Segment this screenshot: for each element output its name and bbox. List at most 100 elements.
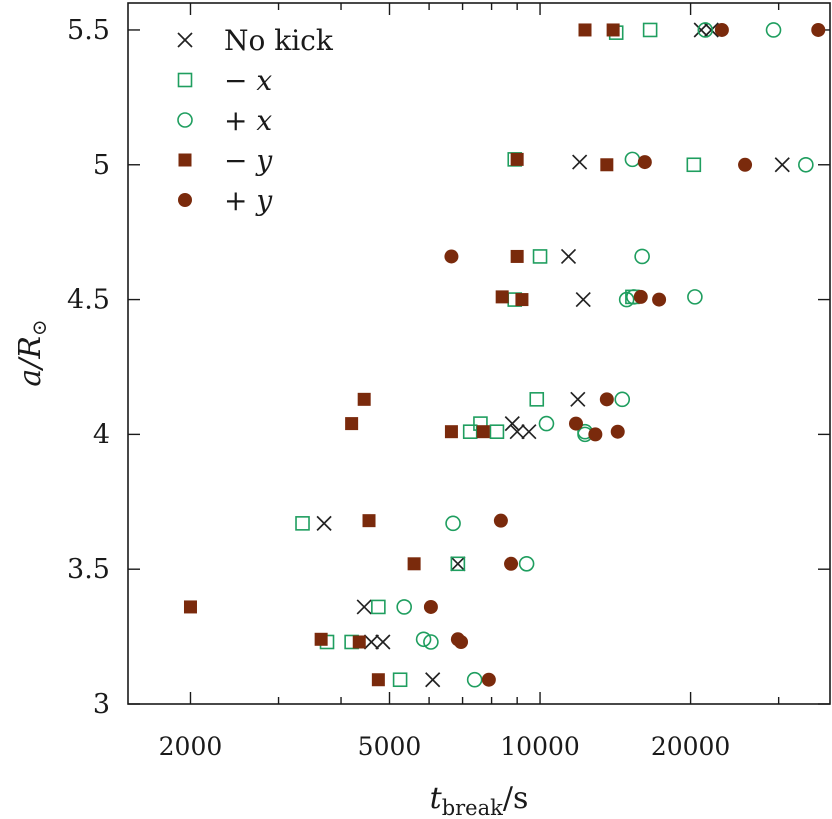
y-tick-label: 4: [93, 419, 110, 450]
data-point: [509, 424, 525, 440]
data-point: [798, 156, 814, 173]
data-point: [575, 291, 591, 308]
data-point: [423, 599, 438, 614]
data-point: [532, 249, 548, 264]
x-axis-label-rest: /s: [503, 781, 529, 816]
data-point: [371, 673, 385, 687]
data-point: [811, 22, 826, 37]
axis-tick-labels: 2000 5000 10000 20000 3 3.5 4 4.5 5 5.5: [67, 15, 730, 761]
legend-label: No kick: [224, 24, 334, 57]
data-point: [765, 22, 782, 38]
series-circle-filled: [423, 22, 826, 687]
data-point: [568, 416, 583, 431]
data-point: [316, 515, 332, 531]
legend-entry: + y: [178, 184, 273, 217]
data-point: [450, 556, 466, 572]
data-point: [538, 415, 555, 432]
legend-marker: [177, 112, 193, 128]
data-point: [445, 515, 461, 532]
data-point: [515, 293, 529, 307]
data-point: [610, 424, 625, 439]
data-point: [495, 290, 509, 304]
data-point: [529, 392, 545, 407]
data-point: [606, 23, 620, 37]
x-tick-label: 20000: [651, 732, 731, 761]
y-axis-label-sub: ⊙: [27, 319, 51, 336]
y-tick-label: 4.5: [67, 285, 110, 316]
data-point: [363, 634, 379, 650]
data-point: [588, 427, 603, 442]
data-point: [510, 152, 524, 166]
data-point: [295, 516, 310, 531]
data-point: [493, 513, 508, 528]
data-point: [652, 292, 667, 307]
legend-marker: [178, 193, 192, 207]
data-point: [357, 392, 371, 406]
data-point: [425, 672, 441, 688]
data-point: [624, 151, 641, 168]
data-point: [476, 425, 490, 439]
series-circle-open: [396, 22, 814, 688]
series-square-filled: [183, 23, 620, 687]
x-tick-label: 5000: [358, 732, 422, 761]
data-point: [462, 424, 478, 439]
data-point: [356, 599, 372, 615]
data-point: [637, 155, 652, 170]
data-point: [633, 289, 648, 304]
data-point: [415, 631, 432, 648]
x-tick-label: 2000: [159, 732, 223, 761]
data-point: [444, 249, 459, 264]
legend-entry: − y: [178, 144, 273, 177]
legend-marker: [177, 72, 193, 88]
data-point: [618, 291, 635, 308]
y-tick-label: 5.5: [67, 15, 110, 46]
x-tick-label: 10000: [500, 732, 580, 761]
data-point: [423, 634, 439, 650]
x-axis-label: tbreak/s: [430, 781, 529, 819]
y-tick-label: 3: [93, 689, 110, 720]
series-cross: [316, 22, 790, 688]
data-point: [521, 424, 537, 440]
legend-marker: [178, 153, 192, 167]
data-point: [345, 417, 359, 431]
x-axis-label-sub: break: [442, 796, 503, 819]
data-point: [578, 23, 592, 37]
data-point: [697, 22, 714, 38]
data-point: [504, 556, 519, 571]
axis-ticks: [128, 3, 830, 705]
data-point: [444, 425, 458, 439]
data-point: [703, 22, 719, 38]
data-point: [599, 392, 614, 407]
data-point: [352, 635, 366, 649]
data-point: [614, 391, 631, 408]
data-point: [362, 514, 376, 528]
data-point: [489, 424, 505, 439]
legend-label: − x: [224, 64, 272, 97]
legend-entry: − x: [177, 64, 272, 97]
data-point: [560, 248, 577, 265]
plot-frame: [127, 2, 831, 705]
x-axis-label-main: t: [430, 781, 443, 816]
data-points: [183, 22, 826, 688]
data-point: [518, 555, 535, 572]
legend-label: + x: [224, 104, 272, 137]
data-point: [642, 22, 658, 38]
data-point: [600, 158, 614, 172]
legend-label: − y: [224, 144, 273, 177]
legend-entry: + x: [177, 104, 272, 137]
legend-marker: [177, 32, 193, 48]
data-point: [183, 600, 197, 614]
y-tick-label: 3.5: [67, 554, 110, 585]
data-point: [481, 672, 496, 687]
data-point: [634, 248, 650, 265]
data-point: [375, 634, 391, 650]
data-point: [714, 22, 729, 37]
data-point: [396, 599, 412, 615]
y-axis-label-main: a/R: [13, 336, 48, 387]
legend-entry: No kick: [177, 24, 334, 57]
data-point: [392, 672, 408, 688]
legend-label: + y: [224, 184, 273, 217]
data-point: [450, 556, 466, 572]
data-point: [686, 157, 702, 173]
